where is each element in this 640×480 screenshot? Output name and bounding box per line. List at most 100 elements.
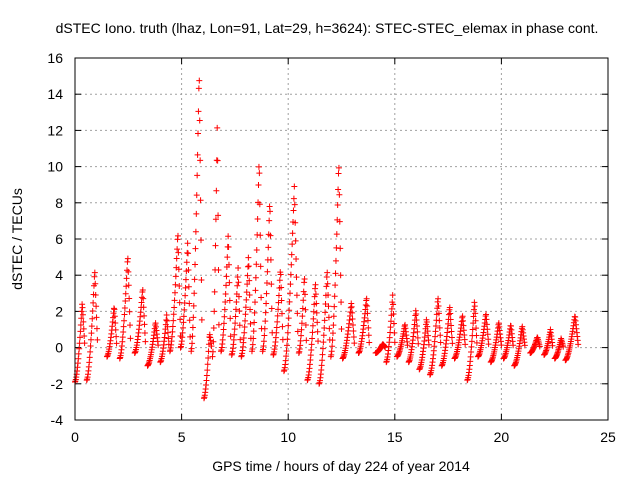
data-point <box>203 372 210 379</box>
data-point <box>435 310 442 317</box>
data-point <box>253 261 260 268</box>
data-point <box>247 320 254 327</box>
data-arc <box>355 295 373 357</box>
data-point <box>273 329 280 336</box>
data-arc <box>339 300 358 362</box>
data-point <box>169 323 176 330</box>
data-arc <box>464 299 480 384</box>
data-point <box>194 151 201 158</box>
data-point <box>241 329 248 336</box>
data-point <box>176 282 183 289</box>
data-point <box>230 336 237 343</box>
data-point <box>236 307 243 314</box>
data-point <box>413 317 420 324</box>
data-point <box>293 292 300 299</box>
data-point <box>253 246 260 253</box>
data-point <box>221 306 228 313</box>
data-point <box>279 323 286 330</box>
data-point <box>76 345 83 352</box>
data-point <box>214 124 221 131</box>
data-point <box>313 300 320 307</box>
data-point <box>278 284 285 291</box>
data-point <box>326 325 333 332</box>
data-point <box>246 277 253 284</box>
data-point <box>256 201 263 208</box>
x-tick-label: 5 <box>178 429 186 445</box>
data-point <box>293 256 300 262</box>
data-point <box>89 315 96 322</box>
data-point <box>222 299 229 306</box>
data-arc <box>304 281 322 384</box>
data-point <box>387 324 394 331</box>
data-point <box>267 256 274 263</box>
data-point <box>262 309 269 316</box>
data-point <box>235 293 242 300</box>
data-point <box>123 275 130 282</box>
data-point <box>113 340 120 347</box>
data-point <box>314 328 321 335</box>
y-tick-label: 16 <box>47 50 63 66</box>
data-point <box>204 361 211 368</box>
data-point <box>176 299 183 306</box>
data-point <box>165 335 172 342</box>
data-point <box>182 284 189 291</box>
data-point <box>224 254 231 261</box>
data-point <box>274 318 281 325</box>
data-point <box>244 263 251 270</box>
data-point <box>260 338 267 345</box>
data-point <box>348 303 355 310</box>
data-point <box>338 325 345 332</box>
data-point <box>185 267 192 274</box>
data-point <box>113 333 120 340</box>
data-point <box>252 274 259 281</box>
data-point <box>252 287 259 294</box>
data-point <box>111 306 118 313</box>
data-point <box>301 276 308 283</box>
data-arc <box>562 313 582 364</box>
data-point <box>389 292 396 299</box>
data-point <box>297 337 304 344</box>
data-point <box>77 334 84 341</box>
data-point <box>308 341 315 348</box>
data-point <box>172 281 179 288</box>
data-arc <box>228 264 244 358</box>
data-point <box>333 244 340 251</box>
data-point <box>180 319 187 326</box>
data-point <box>89 307 96 314</box>
data-point <box>242 304 249 311</box>
data-point <box>78 308 85 315</box>
data-point <box>275 299 282 306</box>
y-tick-label: 4 <box>55 267 63 283</box>
data-point <box>231 326 238 333</box>
data-point <box>365 332 372 339</box>
data-point <box>286 307 293 314</box>
data-arc <box>177 240 194 351</box>
data-point <box>209 348 216 355</box>
data-point <box>308 346 315 353</box>
data-point <box>351 340 358 347</box>
data-point <box>225 233 232 240</box>
data-point <box>310 308 317 315</box>
data-point <box>125 282 132 289</box>
data-point <box>350 328 357 335</box>
y-tick-label: 0 <box>55 340 63 356</box>
data-point <box>262 318 269 325</box>
data-point <box>245 254 252 261</box>
data-point <box>170 311 177 318</box>
data-point <box>244 272 251 279</box>
data-point <box>91 269 98 276</box>
data-point <box>338 299 345 306</box>
data-point <box>112 326 119 333</box>
data-point <box>92 280 99 287</box>
data-point <box>330 322 337 329</box>
data-point <box>273 324 280 331</box>
data-point <box>291 183 298 190</box>
data-point <box>169 328 176 335</box>
data-point <box>173 255 180 262</box>
data-point <box>447 310 454 317</box>
data-point <box>575 341 582 348</box>
data-point <box>197 197 204 204</box>
data-point <box>121 317 128 324</box>
y-tick-label: 10 <box>47 159 63 175</box>
